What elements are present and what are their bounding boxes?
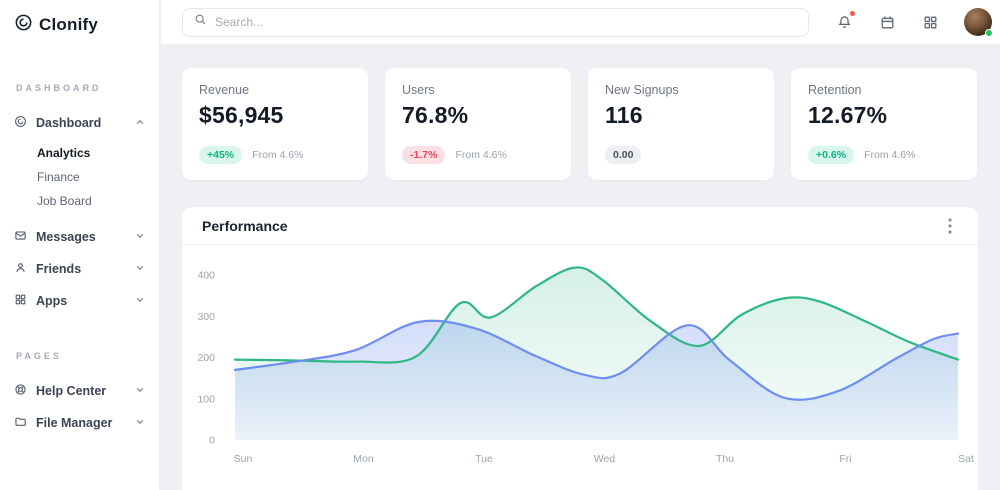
person-icon [14, 261, 27, 277]
life-buoy-icon [14, 383, 27, 399]
sidebar-item-analytics[interactable]: Analytics [37, 146, 91, 160]
dashboard-icon [14, 115, 27, 131]
stat-card-users: Users 76.8% -1.7% From 4.6% [385, 68, 571, 180]
folder-icon [14, 415, 27, 431]
stat-note: From 4.6% [864, 149, 916, 161]
calendar-icon[interactable] [878, 13, 896, 31]
series-blue-area [235, 320, 958, 440]
x-axis-tick: Tue [475, 453, 493, 465]
x-axis-tick: Mon [353, 453, 374, 465]
sidebar-item-label: File Manager [36, 416, 113, 430]
stat-card-revenue: Revenue $56,945 +45% From 4.6% [182, 68, 368, 180]
change-badge: 0.00 [605, 146, 642, 164]
notification-dot [850, 11, 855, 16]
series-green-line [233, 266, 960, 364]
x-axis-tick: Thu [716, 453, 734, 465]
chevron-down-icon [135, 416, 145, 430]
sidebar-item-job-board[interactable]: Job Board [37, 194, 92, 208]
stat-note: From 4.6% [252, 149, 304, 161]
topbar [161, 0, 1000, 45]
sidebar-item-help-center[interactable]: Help Center [14, 375, 145, 407]
performance-card: Performance 0 100 200 300 400 Sun Mon Tue Wed Thu… [182, 207, 978, 490]
user-avatar[interactable] [964, 8, 993, 37]
chevron-up-icon [135, 116, 145, 130]
x-axis-tick: Wed [594, 453, 616, 465]
change-badge: +0.6% [808, 146, 855, 164]
search-icon [194, 13, 207, 31]
stat-note: From 4.6% [455, 149, 507, 161]
chart-title: Performance [202, 217, 288, 234]
sidebar-item-label: Dashboard [36, 116, 102, 130]
sidebar-item-label: Messages [36, 230, 96, 244]
y-axis-tick: 400 [197, 270, 215, 282]
sidebar-item-finance[interactable]: Finance [37, 170, 80, 184]
stat-value: $56,945 [199, 102, 284, 128]
chevron-down-icon [135, 230, 145, 244]
grid-icon [14, 293, 27, 309]
stat-value: 76.8% [402, 102, 469, 128]
sidebar-item-file-manager[interactable]: File Manager [14, 407, 145, 439]
chevron-down-icon [135, 384, 145, 398]
stat-label: Retention [808, 83, 862, 97]
sidebar-item-label: Friends [36, 262, 82, 276]
x-axis-tick: Sat [958, 453, 974, 465]
search-box[interactable] [182, 7, 809, 37]
y-axis-tick: 100 [197, 393, 215, 405]
sidebar-item-label: Help Center [36, 384, 107, 398]
change-badge: -1.7% [402, 146, 446, 164]
bell-icon[interactable] [835, 11, 855, 31]
apps-grid-icon[interactable] [921, 13, 939, 31]
performance-area-chart: 0 100 200 300 400 Sun Mon Tue Wed Thu Fri Sat [197, 266, 974, 465]
dashboard-submenu: Analytics Finance Job Board [14, 141, 145, 213]
sidebar-item-apps[interactable]: Apps [14, 285, 145, 317]
x-axis-tick: Fri [839, 453, 851, 465]
y-axis-tick: 200 [197, 352, 215, 364]
envelope-icon [14, 229, 27, 245]
stat-card-new-signups: New Signups 116 0.00 [588, 68, 774, 180]
change-badge: +45% [199, 146, 243, 164]
clonify-logo-icon [14, 13, 33, 37]
section-label-dashboard: DASHBOARD [16, 83, 102, 93]
kebab-menu-icon[interactable] [942, 217, 958, 235]
stat-value: 116 [605, 102, 643, 128]
y-axis-tick: 300 [197, 311, 215, 323]
brand-logo[interactable]: Clonify [14, 13, 145, 37]
stat-card-retention: Retention 12.67% +0.6% From 4.6% [791, 68, 977, 180]
sidebar-item-label: Apps [36, 294, 68, 308]
chevron-down-icon [135, 262, 145, 276]
series-blue-line [233, 319, 960, 401]
stat-cards-row: Revenue $56,945 +45% From 4.6% Users 76.… [182, 68, 977, 180]
sidebar-item-dashboard[interactable]: Dashboard [14, 107, 145, 139]
stat-label: Revenue [199, 83, 250, 97]
performance-header: Performance [182, 207, 978, 245]
topbar-icons [835, 8, 993, 37]
x-axis-tick: Sun [234, 453, 253, 465]
brand-name: Clonify [39, 15, 99, 34]
stat-label: New Signups [605, 83, 679, 97]
sidebar-item-friends[interactable]: Friends [14, 253, 145, 285]
stat-value: 12.67% [808, 102, 888, 128]
section-label-pages: PAGES [16, 351, 62, 361]
sidebar-item-messages[interactable]: Messages [14, 221, 145, 253]
online-status-dot [985, 29, 993, 37]
y-axis-tick: 0 [209, 435, 215, 447]
chevron-down-icon [135, 294, 145, 308]
stat-label: Users [402, 83, 435, 97]
sidebar: Clonify DASHBOARD Dashboard Analytics Fi… [0, 0, 160, 490]
search-input[interactable] [215, 15, 797, 29]
